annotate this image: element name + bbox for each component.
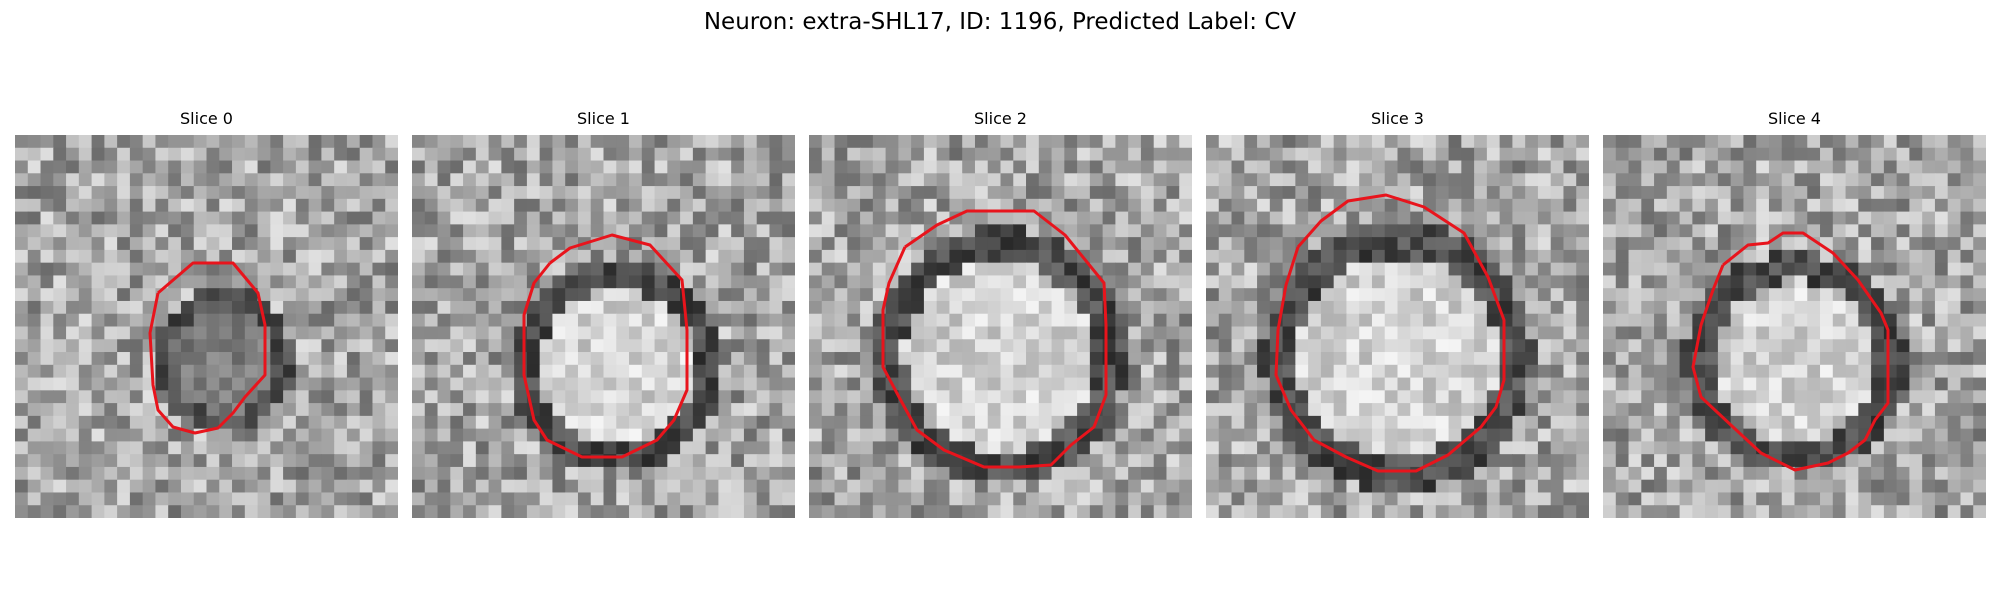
slice-title: Slice 0 (180, 109, 233, 128)
slice-svg (1206, 135, 1589, 518)
cell-outline (522, 233, 689, 459)
slice-panel-0: Slice 0 (15, 108, 398, 518)
slice-panel-1: Slice 1 (412, 108, 795, 518)
slice-panel-2: Slice 2 (809, 108, 1192, 518)
slice-svg (809, 135, 1192, 518)
slice-image (1603, 135, 1986, 518)
slice-image (15, 135, 398, 518)
slice-svg (15, 135, 398, 518)
slice-image (412, 135, 795, 518)
image-pixels (1603, 135, 1986, 518)
slice-panel-4: Slice 4 (1603, 108, 1986, 518)
image-pixels (1206, 135, 1589, 518)
figure-title: Neuron: extra-SHL17, ID: 1196, Predicted… (703, 9, 1297, 35)
cell-outline (148, 261, 267, 435)
image-pixels (412, 135, 795, 518)
slice-title: Slice 3 (1371, 109, 1424, 128)
slice-image (1206, 135, 1589, 518)
cell-outline (881, 209, 1108, 469)
slice-title: Slice 2 (974, 109, 1027, 128)
slice-title: Slice 1 (577, 109, 630, 128)
slice-image (809, 135, 1192, 518)
image-pixels (15, 135, 398, 518)
cell-outline (1274, 193, 1506, 473)
cell-outline (1691, 231, 1890, 472)
slice-panel-3: Slice 3 (1206, 108, 1589, 518)
image-pixels (809, 135, 1192, 518)
slice-svg (1603, 135, 1986, 518)
slice-svg (412, 135, 795, 518)
slice-title: Slice 4 (1768, 109, 1821, 128)
